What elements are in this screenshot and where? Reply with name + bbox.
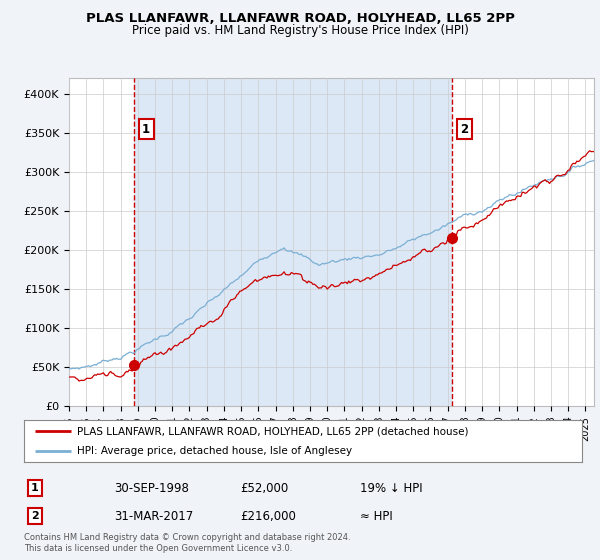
Text: Price paid vs. HM Land Registry's House Price Index (HPI): Price paid vs. HM Land Registry's House … [131, 24, 469, 36]
Text: 19% ↓ HPI: 19% ↓ HPI [360, 482, 422, 495]
Text: 2: 2 [31, 511, 38, 521]
Text: £216,000: £216,000 [240, 510, 296, 523]
Text: ≈ HPI: ≈ HPI [360, 510, 393, 523]
Text: HPI: Average price, detached house, Isle of Anglesey: HPI: Average price, detached house, Isle… [77, 446, 352, 456]
Text: Contains HM Land Registry data © Crown copyright and database right 2024.
This d: Contains HM Land Registry data © Crown c… [24, 533, 350, 553]
Text: 2: 2 [461, 123, 469, 136]
Text: 1: 1 [31, 483, 38, 493]
Text: PLAS LLANFAWR, LLANFAWR ROAD, HOLYHEAD, LL65 2PP (detached house): PLAS LLANFAWR, LLANFAWR ROAD, HOLYHEAD, … [77, 426, 469, 436]
Bar [134, 78, 452, 406]
Text: 1: 1 [142, 123, 150, 136]
Text: £52,000: £52,000 [240, 482, 288, 495]
Text: PLAS LLANFAWR, LLANFAWR ROAD, HOLYHEAD, LL65 2PP: PLAS LLANFAWR, LLANFAWR ROAD, HOLYHEAD, … [86, 12, 514, 25]
Text: 30-SEP-1998: 30-SEP-1998 [114, 482, 189, 495]
Text: 31-MAR-2017: 31-MAR-2017 [114, 510, 193, 523]
